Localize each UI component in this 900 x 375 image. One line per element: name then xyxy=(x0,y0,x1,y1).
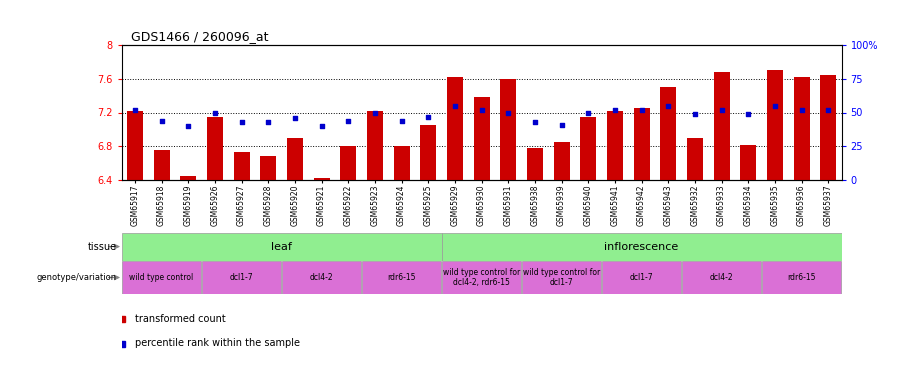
Point xyxy=(688,111,702,117)
Bar xyxy=(233,152,249,180)
Bar xyxy=(714,72,730,180)
Bar xyxy=(681,261,760,294)
Bar xyxy=(180,176,196,180)
Bar xyxy=(282,261,361,294)
Bar xyxy=(287,138,302,180)
Point xyxy=(554,122,569,128)
Point xyxy=(768,103,782,109)
Point xyxy=(208,110,222,116)
Point xyxy=(181,123,195,129)
Bar xyxy=(340,146,356,180)
Bar xyxy=(442,261,521,294)
Text: dcl1-7: dcl1-7 xyxy=(630,273,653,282)
Bar xyxy=(442,232,842,261)
Point xyxy=(474,107,489,113)
Text: rdr6-15: rdr6-15 xyxy=(788,273,815,282)
Text: wild type control for
dcl1-7: wild type control for dcl1-7 xyxy=(523,268,600,287)
Bar xyxy=(687,138,703,180)
Point xyxy=(154,118,168,124)
Point xyxy=(608,107,622,113)
Bar xyxy=(601,261,680,294)
Point xyxy=(314,123,328,129)
Point xyxy=(501,110,516,116)
Point xyxy=(527,119,542,125)
Bar xyxy=(521,261,600,294)
Bar xyxy=(767,70,783,180)
Bar xyxy=(740,145,756,180)
Bar xyxy=(761,261,841,294)
Bar xyxy=(554,142,570,180)
Text: wild type control: wild type control xyxy=(130,273,194,282)
Point xyxy=(821,107,835,113)
Text: leaf: leaf xyxy=(271,242,292,252)
Text: inflorescence: inflorescence xyxy=(605,242,679,252)
Text: GDS1466 / 260096_at: GDS1466 / 260096_at xyxy=(130,30,268,43)
Text: rdr6-15: rdr6-15 xyxy=(387,273,416,282)
Point xyxy=(367,110,382,116)
Point xyxy=(128,107,142,113)
Text: dcl4-2: dcl4-2 xyxy=(710,273,734,282)
Text: dcl4-2: dcl4-2 xyxy=(310,273,333,282)
Text: genotype/variation: genotype/variation xyxy=(37,273,117,282)
Bar xyxy=(634,108,650,180)
Point xyxy=(234,119,248,125)
Point xyxy=(341,118,356,124)
Bar xyxy=(260,156,276,180)
Bar xyxy=(127,111,143,180)
Bar xyxy=(500,79,517,180)
Bar xyxy=(122,261,201,294)
Point xyxy=(447,103,462,109)
Text: wild type control for
dcl4-2, rdr6-15: wild type control for dcl4-2, rdr6-15 xyxy=(443,268,520,287)
Text: percentile rank within the sample: percentile rank within the sample xyxy=(135,339,300,348)
Bar xyxy=(446,77,463,180)
Bar xyxy=(202,261,281,294)
Bar xyxy=(122,232,442,261)
Bar xyxy=(820,75,836,180)
Point xyxy=(634,107,649,113)
Point xyxy=(261,119,275,125)
Bar xyxy=(367,111,382,180)
Bar xyxy=(473,98,490,180)
Point xyxy=(795,107,809,113)
Point xyxy=(581,110,596,116)
Text: tissue: tissue xyxy=(88,242,117,252)
Bar xyxy=(207,117,223,180)
Bar xyxy=(154,150,169,180)
Text: dcl1-7: dcl1-7 xyxy=(230,273,253,282)
Point xyxy=(288,115,302,121)
Point xyxy=(715,107,729,113)
Bar xyxy=(420,125,436,180)
Bar xyxy=(580,117,596,180)
Point xyxy=(741,111,755,117)
Point xyxy=(421,114,436,120)
Bar xyxy=(313,178,329,180)
Point xyxy=(394,118,409,124)
Bar xyxy=(362,261,441,294)
Bar xyxy=(794,77,809,180)
Bar xyxy=(526,148,543,180)
Bar xyxy=(607,111,623,180)
Text: transformed count: transformed count xyxy=(135,314,226,324)
Bar xyxy=(393,146,410,180)
Bar xyxy=(661,87,676,180)
Point xyxy=(661,103,675,109)
